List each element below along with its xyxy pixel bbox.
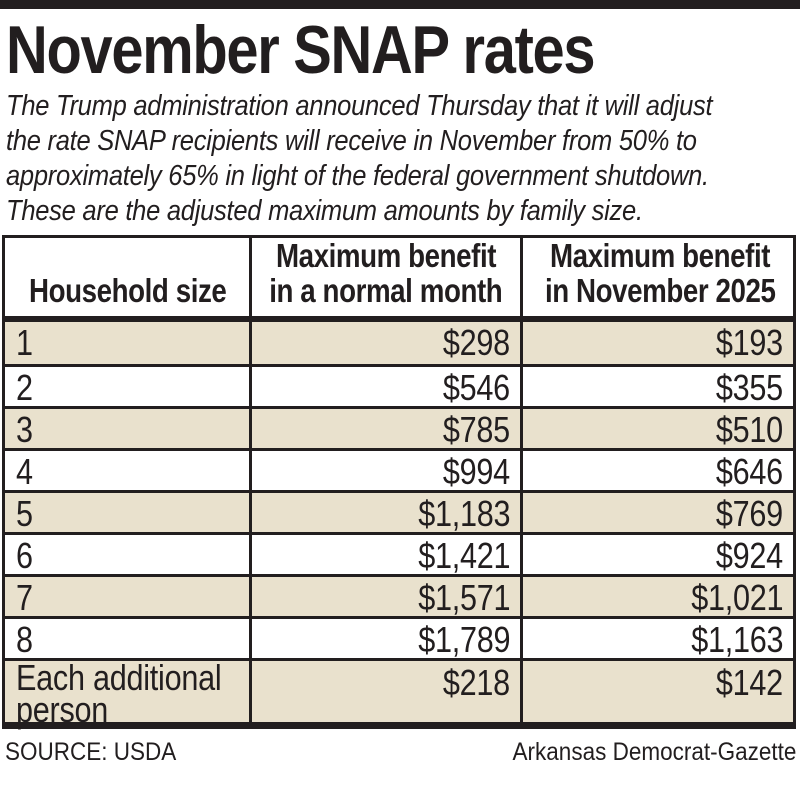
- normal-benefit-cell: $1,789: [249, 619, 520, 661]
- household-size-cell: 7: [16, 577, 33, 618]
- normal-benefit-cell: $994: [249, 451, 520, 493]
- snap-benefits-table: Household size Maximum benefit in a norm…: [2, 235, 796, 729]
- november-benefit-cell: $1,163: [520, 619, 793, 661]
- november-benefit-cell: $769: [520, 493, 793, 535]
- column-header-november-2025: Maximum benefit in November 2025: [520, 238, 797, 317]
- household-size-cell: Each additional person: [16, 657, 222, 730]
- normal-benefit-cell: $785: [249, 409, 520, 451]
- intro-line: These are the adjusted maximum amounts b…: [6, 195, 643, 227]
- table-row-household-2: 2 $546 $355: [5, 364, 793, 409]
- november-benefit-cell: $355: [520, 367, 793, 409]
- table-row-each-additional-person: Each additional person $218 $142: [5, 658, 793, 728]
- household-size-cell: 1: [16, 322, 33, 363]
- household-size-cell: 4: [16, 451, 33, 492]
- normal-benefit-cell: $1,183: [249, 493, 520, 535]
- top-rule: [0, 0, 800, 9]
- normal-benefit-cell: $298: [249, 322, 520, 364]
- table-row-household-4: 4 $994 $646: [5, 448, 793, 493]
- household-size-cell: 2: [16, 367, 33, 408]
- november-benefit-cell: $1,021: [520, 577, 793, 619]
- column-header-household-size: Household size: [29, 272, 227, 309]
- normal-benefit-cell: $546: [249, 367, 520, 409]
- normal-benefit-cell: $1,421: [249, 535, 520, 577]
- intro-line: the rate SNAP recipients will receive in…: [6, 125, 697, 157]
- normal-benefit-cell: $1,571: [249, 577, 520, 619]
- table-row-household-5: 5 $1,183 $769: [5, 490, 793, 535]
- column-header-normal-month: Maximum benefit in a normal month: [249, 238, 520, 317]
- november-benefit-cell: $924: [520, 535, 793, 577]
- source-credit: SOURCE: USDA: [5, 738, 177, 766]
- household-size-cell: 8: [16, 619, 33, 660]
- footer: SOURCE: USDA Arkansas Democrat-Gazette: [5, 738, 796, 767]
- table-row-household-8: 8 $1,789 $1,163: [5, 616, 793, 661]
- page-title-text: November SNAP rates: [6, 12, 596, 88]
- table-row-household-3: 3 $785 $510: [5, 406, 793, 451]
- intro-line: The Trump administration announced Thurs…: [6, 90, 713, 122]
- november-benefit-cell: $193: [520, 322, 793, 364]
- table-row-household-7: 7 $1,571 $1,021: [5, 574, 793, 619]
- table-row-household-1: 1 $298 $193: [5, 322, 793, 364]
- page-title: November SNAP rates: [6, 13, 800, 87]
- household-size-cell: 6: [16, 535, 33, 576]
- table-row-household-6: 6 $1,421 $924: [5, 532, 793, 577]
- household-size-cell: 5: [16, 493, 33, 534]
- household-size-cell: 3: [16, 409, 33, 450]
- table-header-row: Household size Maximum benefit in a norm…: [5, 238, 793, 322]
- intro-paragraph: The Trump administration announced Thurs…: [6, 89, 800, 229]
- november-benefit-cell: $142: [520, 661, 793, 726]
- november-benefit-cell: $510: [520, 409, 793, 451]
- snap-rates-infographic: November SNAP rates The Trump administra…: [0, 0, 800, 767]
- publisher-credit: Arkansas Democrat-Gazette: [512, 738, 796, 766]
- november-benefit-cell: $646: [520, 451, 793, 493]
- intro-line: approximately 65% in light of the federa…: [6, 160, 709, 192]
- normal-benefit-cell: $218: [249, 661, 520, 726]
